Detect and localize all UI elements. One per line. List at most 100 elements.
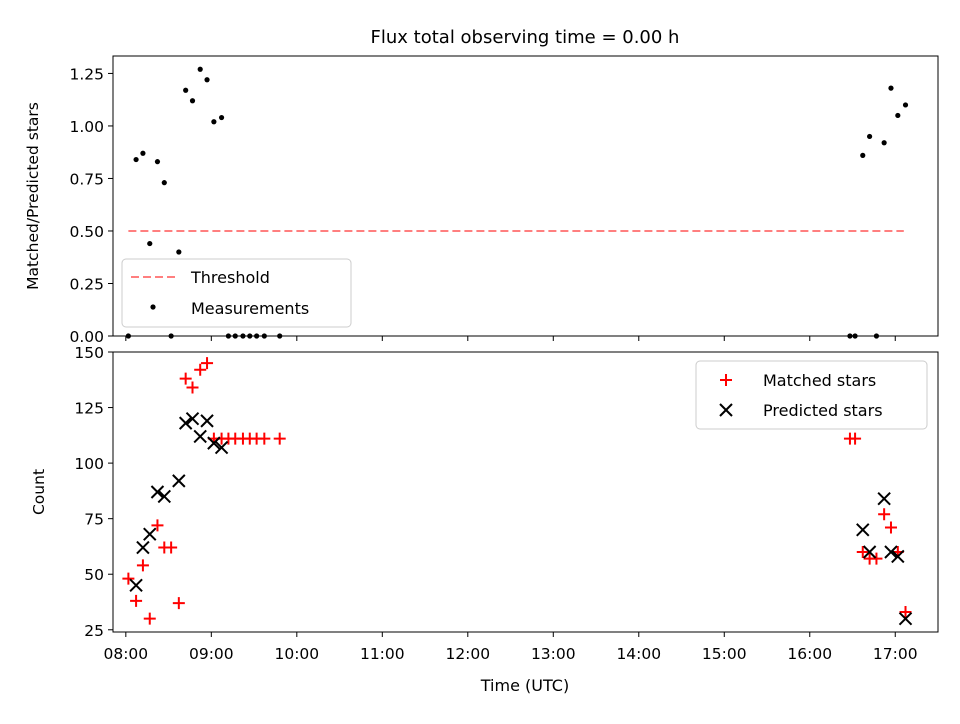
predicted-star-point bbox=[136, 540, 150, 555]
count-legend-box bbox=[695, 360, 928, 430]
measurement-point bbox=[881, 140, 887, 146]
predicted-star-point bbox=[193, 429, 207, 444]
matched-star-point bbox=[186, 381, 199, 394]
count-x-tick-label: 12:00 bbox=[445, 645, 490, 663]
ratio-legend-box bbox=[121, 258, 352, 328]
matched-star-point bbox=[130, 594, 143, 607]
measurement-point bbox=[133, 156, 139, 163]
predicted-star-point bbox=[185, 411, 200, 426]
count-x-tick-label: 11:00 bbox=[360, 645, 405, 663]
count-y-tick-label: 50 bbox=[84, 566, 104, 584]
ratio-plot-frame bbox=[112, 55, 939, 337]
predicted-star-point bbox=[178, 416, 193, 430]
count-x-tick-label: 09:00 bbox=[189, 645, 234, 663]
count-plot-frame bbox=[112, 351, 939, 633]
count-x-tick-label: 15:00 bbox=[702, 645, 747, 663]
predicted-star-point bbox=[898, 611, 913, 626]
measurement-point bbox=[888, 85, 894, 91]
measurement-point bbox=[218, 114, 225, 121]
count-x-tick-label: 10:00 bbox=[274, 645, 319, 663]
figure-title: Flux total observing time = 0.00 h bbox=[371, 27, 680, 48]
matched-star-point bbox=[151, 519, 164, 532]
predicted-legend-label: Predicted stars bbox=[763, 401, 883, 420]
count-x-tick-label: 16:00 bbox=[787, 645, 832, 663]
matched-star-point bbox=[273, 432, 286, 445]
ratio-y-tick-label: 0.50 bbox=[69, 223, 104, 241]
matched-star-point bbox=[143, 612, 156, 625]
count-y-tick-label: 125 bbox=[74, 400, 104, 418]
predicted-star-point bbox=[214, 440, 229, 455]
count-y-tick-label: 100 bbox=[74, 455, 104, 473]
predicted-star-point bbox=[200, 414, 214, 428]
predicted-legend-swatch bbox=[719, 403, 733, 417]
measurement-point bbox=[154, 159, 161, 165]
matched-star-point bbox=[136, 559, 149, 572]
matched-legend-label: Matched stars bbox=[763, 371, 876, 390]
measurement-point bbox=[902, 102, 909, 108]
predicted-star-point bbox=[143, 527, 157, 541]
matched-legend-swatch bbox=[720, 374, 732, 386]
predicted-star-point bbox=[157, 489, 172, 504]
count-y-tick-label: 25 bbox=[84, 622, 104, 640]
measurement-point bbox=[204, 77, 210, 83]
matched-star-point bbox=[172, 597, 185, 610]
count-y-tick-label: 150 bbox=[74, 344, 104, 362]
measurement-point bbox=[161, 180, 167, 186]
ratio-legend: Threshold Measurements bbox=[121, 258, 352, 328]
predicted-star-point bbox=[877, 491, 891, 506]
measurement-point bbox=[147, 240, 153, 247]
count-x-ticks: 08:00 09:00 10:00 11:00 12:00 13:00 14:00 15:00… bbox=[103, 632, 918, 663]
measurement-point bbox=[189, 98, 196, 104]
count-plot-area bbox=[122, 357, 913, 626]
matched-star-point bbox=[849, 432, 862, 445]
matched-star-point bbox=[878, 508, 891, 521]
count-legend: Matched stars Predicted stars bbox=[695, 360, 928, 430]
measurement-point bbox=[140, 150, 146, 156]
count-x-tick-label: 08:00 bbox=[103, 645, 148, 663]
measurement-point bbox=[183, 87, 189, 93]
ratio-y-tick-label: 0.25 bbox=[69, 275, 104, 293]
count-x-tick-label: 17:00 bbox=[873, 645, 918, 663]
measurement-point bbox=[211, 119, 217, 125]
matched-star-point bbox=[194, 363, 207, 376]
matched-star-point bbox=[165, 541, 178, 554]
measurement-point bbox=[176, 249, 182, 255]
matched-star-point bbox=[856, 546, 869, 558]
predicted-star-point bbox=[150, 485, 165, 499]
ratio-y-ticks: 0.00 0.25 0.50 0.75 1.00 1.25 bbox=[69, 65, 113, 346]
predicted-star-point bbox=[129, 578, 143, 593]
matched-star-point bbox=[258, 432, 271, 445]
ratio-y-axis-label: Matched/Predicted stars bbox=[24, 102, 42, 290]
x-axis-label: Time (UTC) bbox=[480, 676, 569, 695]
matched-star-point bbox=[899, 606, 912, 618]
measurement-point bbox=[895, 112, 901, 119]
count-panel: 25 50 75 100 125 150 08:00 09:00 10:00 11:00 12:0… bbox=[30, 344, 939, 695]
ratio-x-ticks bbox=[125, 336, 896, 341]
ratio-plot-area bbox=[125, 66, 909, 339]
predicted-star-point bbox=[884, 545, 898, 559]
matched-star-point bbox=[870, 552, 883, 565]
measurement-point bbox=[197, 66, 203, 72]
count-y-axis-label: Count bbox=[30, 469, 48, 515]
measurements-legend-swatch bbox=[150, 304, 156, 310]
predicted-star-point bbox=[891, 549, 905, 564]
count-y-ticks: 25 50 75 100 125 150 bbox=[74, 344, 113, 640]
matched-star-point bbox=[884, 521, 897, 534]
ratio-y-tick-label: 1.25 bbox=[69, 65, 104, 83]
predicted-star-point bbox=[207, 436, 221, 450]
threshold-legend-label: Threshold bbox=[190, 268, 270, 287]
ratio-y-tick-label: 0.75 bbox=[69, 170, 104, 188]
measurement-point bbox=[867, 133, 873, 140]
ratio-y-tick-label: 1.00 bbox=[69, 118, 104, 136]
count-x-tick-label: 14:00 bbox=[616, 645, 661, 663]
count-x-tick-label: 13:00 bbox=[531, 645, 576, 663]
matched-star-point bbox=[201, 357, 214, 370]
measurements-legend-label: Measurements bbox=[191, 299, 309, 318]
ratio-y-tick-label: 0.00 bbox=[69, 328, 104, 346]
predicted-star-point bbox=[172, 474, 186, 488]
predicted-star-point bbox=[862, 545, 877, 559]
matched-star-point bbox=[179, 372, 192, 385]
predicted-star-point bbox=[856, 523, 870, 537]
measurement-point bbox=[860, 152, 866, 158]
